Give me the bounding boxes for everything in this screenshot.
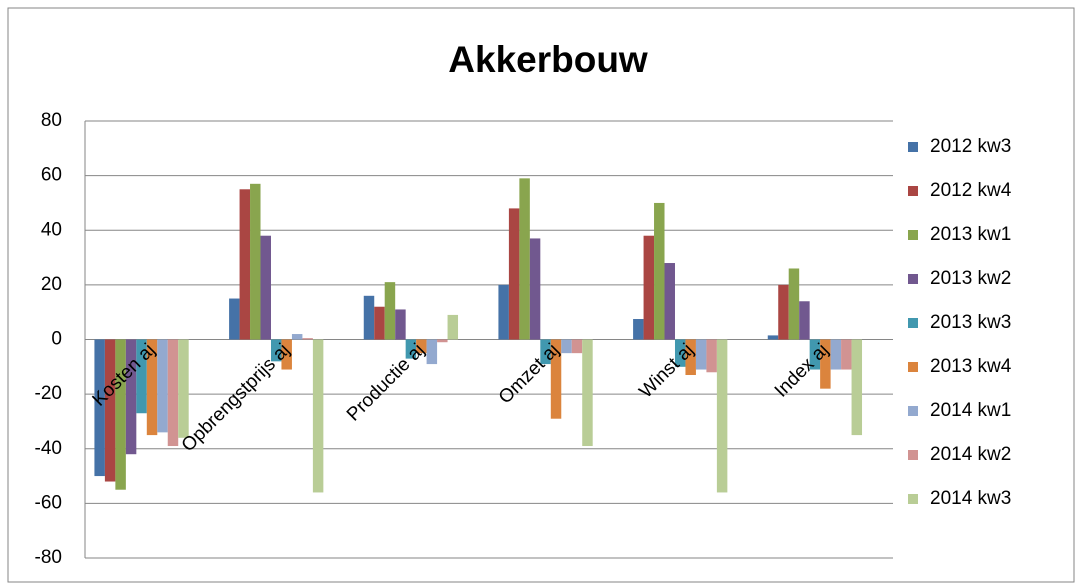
- legend-swatch: [908, 274, 918, 284]
- bar: [695, 339, 707, 370]
- y-tick-label: 0: [51, 329, 62, 350]
- legend-swatch: [908, 494, 918, 504]
- legend-swatch: [908, 362, 918, 372]
- y-tick-label: -80: [35, 547, 62, 568]
- bar: [94, 339, 105, 477]
- legend-label: 2012 kw4: [930, 180, 1012, 201]
- legend-swatch: [908, 450, 918, 460]
- y-tick-label: -20: [35, 383, 62, 404]
- chart-title: Akkerbouw: [448, 39, 648, 80]
- bar: [716, 339, 728, 493]
- bar: [809, 339, 821, 370]
- bar: [363, 295, 375, 340]
- legend-label: 2013 kw4: [930, 356, 1012, 377]
- bar: [302, 338, 313, 340]
- y-tick-label: -40: [35, 438, 62, 459]
- bar: [239, 189, 251, 340]
- legend-label: 2014 kw3: [930, 488, 1011, 509]
- bar: [561, 339, 572, 354]
- bar: [788, 268, 800, 340]
- legend-swatch: [908, 318, 918, 328]
- bar: [664, 263, 675, 340]
- bar: [820, 339, 831, 389]
- bar: [519, 178, 530, 340]
- legend-swatch: [908, 186, 918, 196]
- bar: [841, 339, 852, 370]
- legend-label: 2014 kw1: [930, 400, 1011, 421]
- y-tick-label: 80: [41, 110, 62, 131]
- y-tick-label: -60: [35, 492, 62, 513]
- legend-label: 2013 kw3: [930, 312, 1011, 333]
- bar: [157, 339, 168, 433]
- bar: [270, 339, 282, 362]
- y-tick-label: 60: [41, 165, 62, 186]
- bar: [706, 339, 717, 373]
- bar: [384, 282, 396, 340]
- bar: [540, 339, 551, 365]
- bar: [571, 339, 583, 354]
- legend-label: 2013 kw1: [930, 224, 1011, 245]
- bar: [136, 339, 147, 414]
- bar: [778, 284, 789, 340]
- bar: [447, 314, 459, 340]
- bar: [104, 339, 116, 482]
- bar: [250, 183, 261, 340]
- bar: [260, 235, 271, 340]
- bar: [633, 319, 644, 340]
- bar: [799, 301, 810, 340]
- bar: [643, 235, 655, 340]
- bar: [767, 335, 779, 340]
- bar: [229, 298, 240, 340]
- bar: [416, 339, 427, 354]
- legend-label: 2012 kw3: [930, 136, 1011, 157]
- bar: [426, 339, 438, 365]
- bar: [830, 339, 842, 370]
- bar: [374, 306, 385, 340]
- bar: [498, 284, 509, 340]
- bar: [529, 238, 541, 340]
- bar: [146, 339, 158, 436]
- bar: [851, 339, 863, 436]
- legend-swatch: [908, 142, 918, 152]
- legend-label: 2014 kw2: [930, 444, 1011, 465]
- bar: [115, 339, 126, 490]
- bar: [405, 339, 417, 359]
- chart-border: [7, 7, 1075, 583]
- legend-swatch: [908, 230, 918, 240]
- bar: [582, 339, 593, 447]
- y-tick-label: 20: [41, 274, 62, 295]
- legend-label: 2013 kw2: [930, 268, 1011, 289]
- bar: [291, 334, 303, 340]
- bar: [281, 339, 292, 370]
- legend-swatch: [908, 406, 918, 416]
- bar: [125, 339, 137, 455]
- bar: [312, 339, 324, 493]
- bar: [167, 339, 179, 447]
- bar: [674, 339, 686, 367]
- bar: [685, 339, 696, 376]
- bar: [654, 202, 665, 340]
- bar: [550, 339, 562, 419]
- bar: [508, 208, 520, 340]
- bar: [437, 339, 448, 343]
- bar: [178, 339, 189, 438]
- y-tick-label: 40: [41, 219, 62, 240]
- bar: [395, 309, 406, 340]
